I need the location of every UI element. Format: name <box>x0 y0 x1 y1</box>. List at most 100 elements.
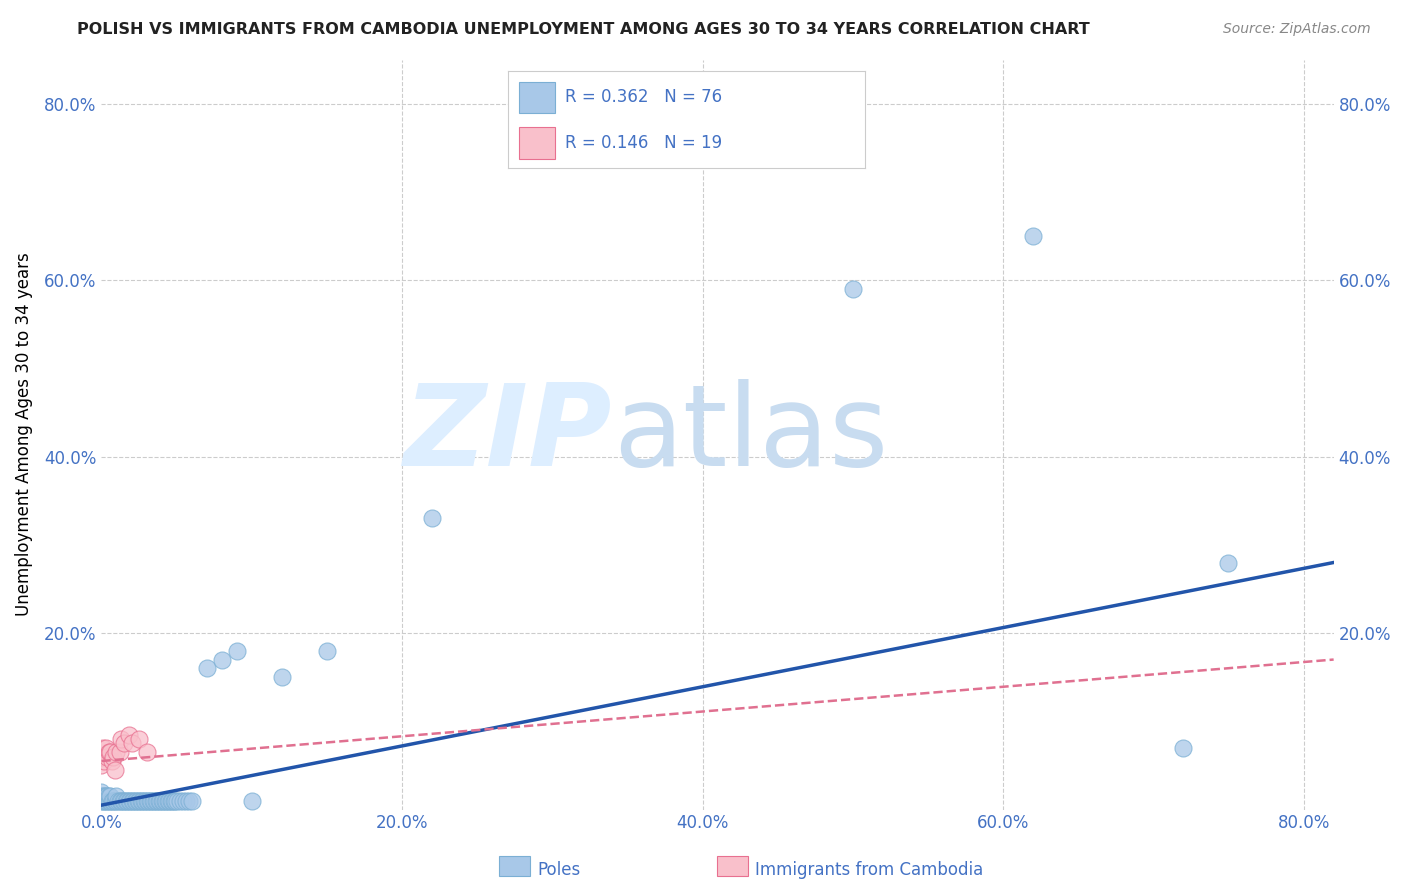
Point <box>115 794 138 808</box>
Point <box>117 727 139 741</box>
Point <box>91 789 114 804</box>
Point <box>125 794 148 808</box>
Point <box>131 794 153 808</box>
Point <box>90 749 112 764</box>
Point <box>135 794 157 808</box>
Point <box>100 745 122 759</box>
Point <box>118 794 141 808</box>
Point <box>112 736 135 750</box>
Point <box>136 794 159 808</box>
Point <box>180 794 202 808</box>
Point <box>225 644 247 658</box>
Point <box>150 794 173 808</box>
Point <box>121 794 143 808</box>
Point <box>315 644 337 658</box>
Point <box>114 794 136 808</box>
Point <box>94 740 117 755</box>
Text: Source: ZipAtlas.com: Source: ZipAtlas.com <box>1223 22 1371 37</box>
Text: Poles: Poles <box>537 861 581 879</box>
Point <box>93 789 115 804</box>
Point <box>159 794 181 808</box>
Point <box>93 794 115 808</box>
Point <box>108 745 131 759</box>
Point <box>105 794 128 808</box>
Point <box>135 745 157 759</box>
Point <box>112 794 135 808</box>
Point <box>166 794 188 808</box>
Point <box>101 754 124 768</box>
Point <box>91 740 114 755</box>
Y-axis label: Unemployment Among Ages 30 to 34 years: Unemployment Among Ages 30 to 34 years <box>15 252 32 616</box>
Point <box>156 794 179 808</box>
Point <box>174 794 197 808</box>
Point <box>90 794 112 808</box>
Point <box>270 670 292 684</box>
Text: POLISH VS IMMIGRANTS FROM CAMBODIA UNEMPLOYMENT AMONG AGES 30 TO 34 YEARS CORREL: POLISH VS IMMIGRANTS FROM CAMBODIA UNEMP… <box>77 22 1090 37</box>
Point <box>101 794 124 808</box>
Point <box>1022 229 1045 244</box>
Point <box>94 794 117 808</box>
Point <box>108 794 131 808</box>
Text: atlas: atlas <box>613 379 889 490</box>
Point <box>103 794 125 808</box>
Point <box>138 794 160 808</box>
Point <box>146 794 169 808</box>
Point <box>90 789 112 804</box>
Point <box>98 794 121 808</box>
Point <box>842 282 865 296</box>
Point <box>103 749 125 764</box>
Point <box>117 794 139 808</box>
Point <box>98 745 121 759</box>
Point <box>169 794 191 808</box>
Point <box>160 794 183 808</box>
Point <box>165 794 187 808</box>
Point <box>90 758 112 772</box>
Point <box>111 794 134 808</box>
Text: ZIP: ZIP <box>405 379 613 490</box>
Point <box>148 794 170 808</box>
Point <box>121 736 143 750</box>
Point <box>1173 740 1195 755</box>
Point <box>96 789 118 804</box>
Point <box>129 794 152 808</box>
Point <box>110 731 132 746</box>
Point <box>157 794 180 808</box>
Point <box>152 794 174 808</box>
Point <box>240 794 263 808</box>
Point <box>94 789 117 804</box>
Point <box>153 794 176 808</box>
Point <box>96 749 118 764</box>
Point <box>98 789 121 804</box>
Point <box>105 789 128 804</box>
Point <box>195 661 218 675</box>
Point <box>104 794 127 808</box>
Point <box>91 794 114 808</box>
Point <box>149 794 172 808</box>
Point <box>100 794 122 808</box>
Point <box>134 794 156 808</box>
Point <box>122 794 145 808</box>
Point <box>1218 556 1240 570</box>
Point <box>105 745 128 759</box>
Point <box>128 731 150 746</box>
Point <box>132 794 155 808</box>
Point <box>145 794 167 808</box>
Point <box>107 794 129 808</box>
Point <box>211 652 233 666</box>
Point <box>96 794 118 808</box>
Point <box>142 794 165 808</box>
Point <box>420 511 443 525</box>
Point <box>93 754 115 768</box>
Point <box>172 794 194 808</box>
Text: Immigrants from Cambodia: Immigrants from Cambodia <box>755 861 983 879</box>
Point <box>104 763 127 777</box>
Point <box>177 794 200 808</box>
Point <box>110 794 132 808</box>
Point <box>90 785 112 799</box>
Point <box>143 794 166 808</box>
Point <box>124 794 146 808</box>
Point <box>139 794 162 808</box>
Point <box>127 794 149 808</box>
Point <box>128 794 150 808</box>
Point <box>162 794 184 808</box>
